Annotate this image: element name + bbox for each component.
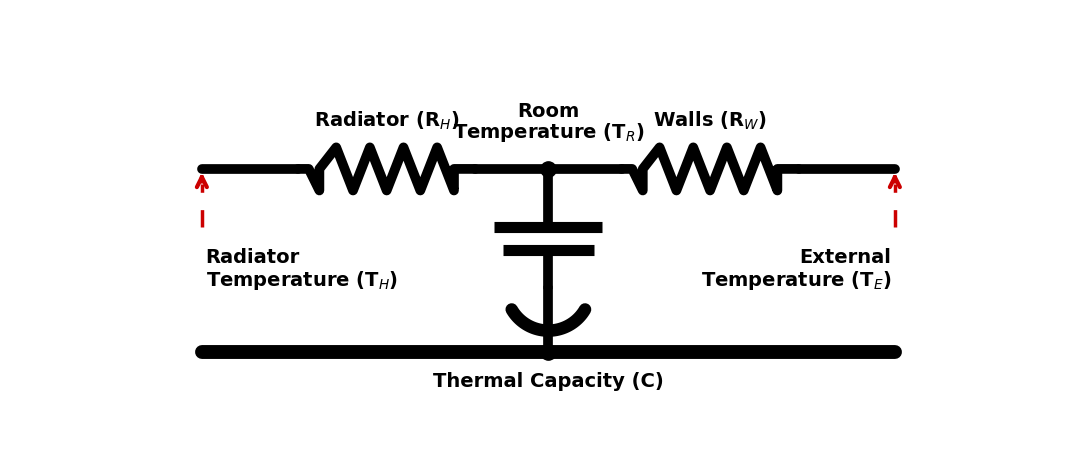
Text: Thermal Capacity (C): Thermal Capacity (C) [433, 372, 663, 391]
Text: Temperature (T$_{H}$): Temperature (T$_{H}$) [205, 269, 398, 292]
Text: Radiator (R$_{H}$): Radiator (R$_{H}$) [314, 110, 459, 132]
Text: External: External [799, 248, 891, 267]
Text: Room: Room [517, 102, 580, 120]
Text: Walls (R$_{W}$): Walls (R$_{W}$) [653, 110, 767, 132]
Text: Temperature (T$_{E}$): Temperature (T$_{E}$) [701, 269, 891, 292]
Text: Radiator: Radiator [205, 248, 300, 267]
Text: Temperature (T$_{R}$): Temperature (T$_{R}$) [453, 121, 644, 144]
